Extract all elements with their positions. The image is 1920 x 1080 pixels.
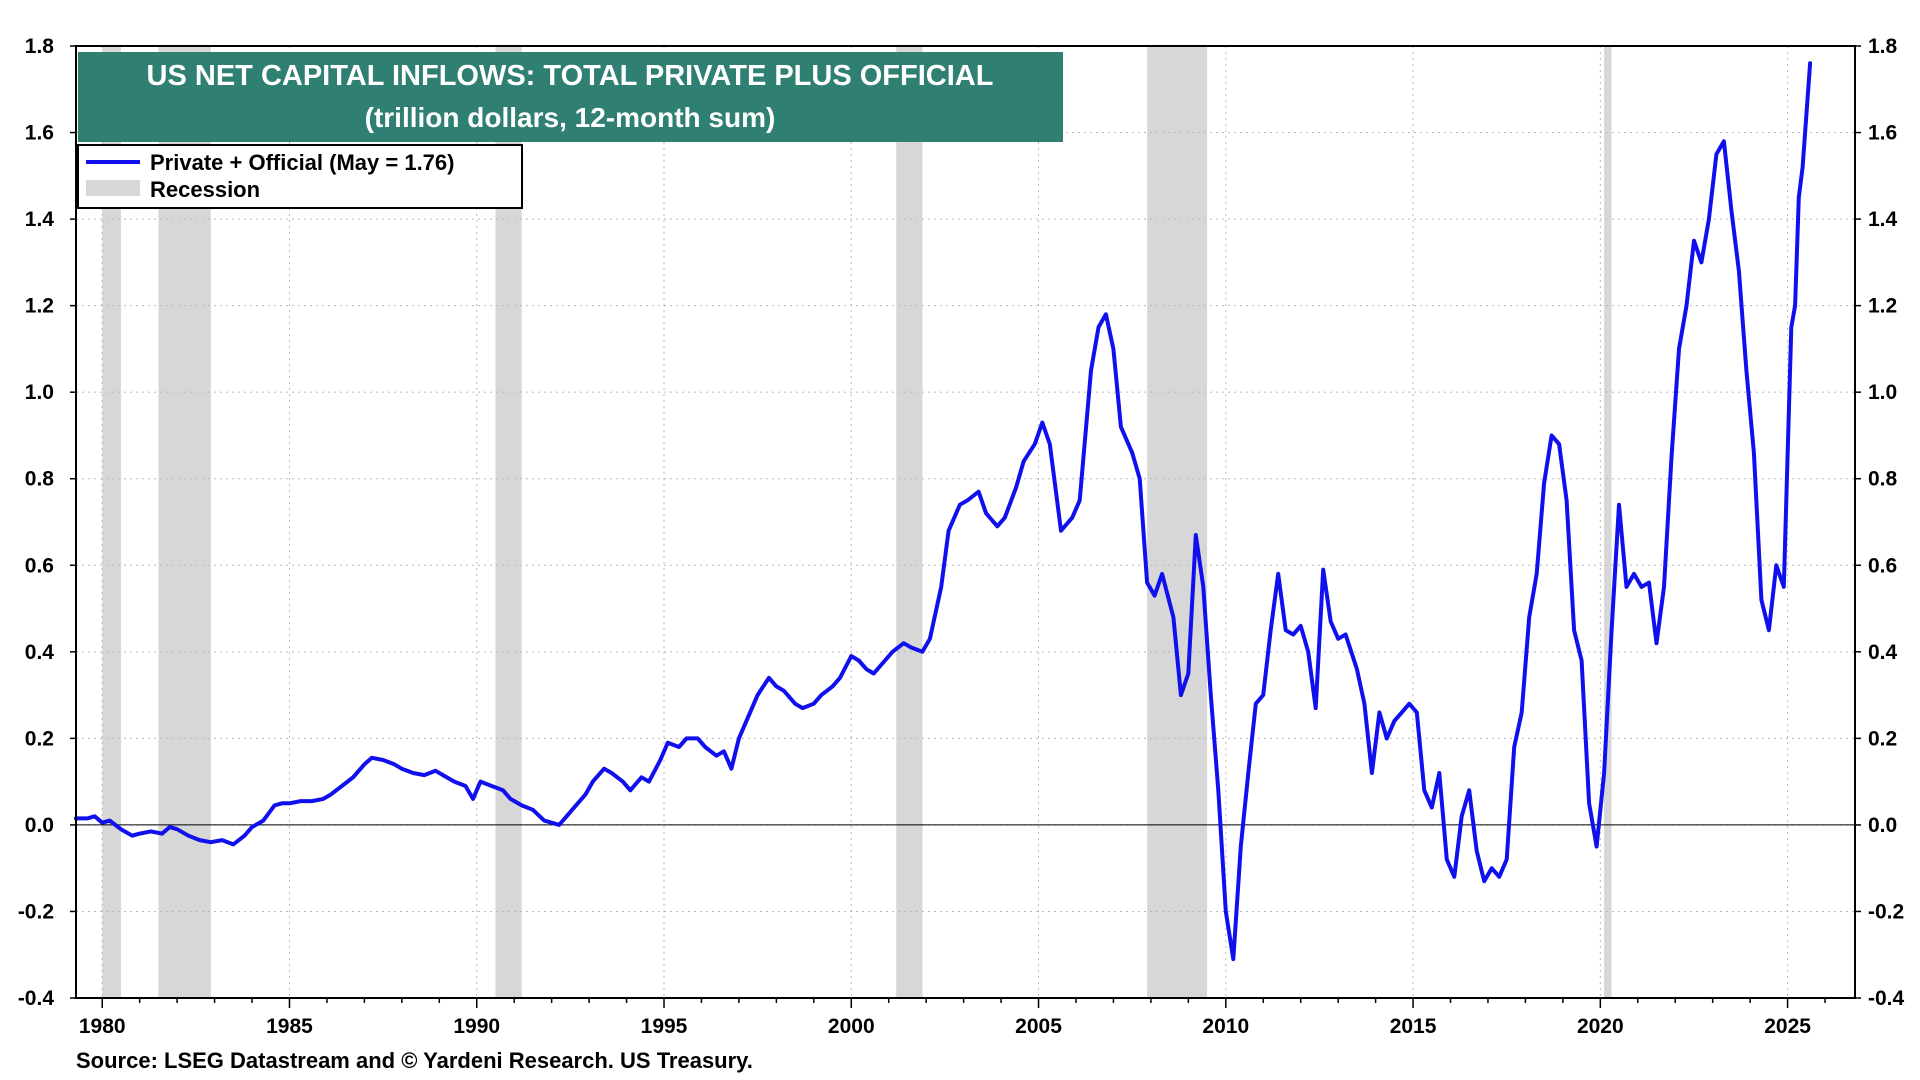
y-tick-label-right: 0.6 [1868, 554, 1897, 577]
y-tick-label-left: 0.8 [25, 468, 55, 491]
y-axis-right: 1.8 1.6 1.4 1.2 1.0 0.8 0.6 0.4 0.2 0.0 -0.2 -0.4 [1855, 35, 1905, 1010]
title-box [78, 52, 1063, 142]
y-tick-label-left: 1.4 [25, 208, 55, 231]
plot-frame [75, 45, 1856, 999]
y-tick-label-right: 0.4 [1868, 641, 1898, 664]
series-layer [74, 61, 1813, 962]
x-tick-label: 1995 [641, 1015, 688, 1038]
y-tick-label-right: 1.8 [1868, 35, 1898, 58]
recession-bands [102, 46, 1612, 998]
x-tick-label: 2015 [1390, 1015, 1437, 1038]
recession-band [1147, 46, 1208, 998]
x-tick-label: 2010 [1202, 1015, 1249, 1038]
x-tick-label: 1985 [266, 1015, 313, 1038]
y-tick-label-left: -0.4 [18, 987, 55, 1010]
chart-subtitle: (trillion dollars, 12-month sum) [365, 102, 776, 133]
y-tick-label-left: 0.6 [25, 554, 54, 577]
y-tick-label-left: 0.4 [25, 641, 55, 664]
title-block: US NET CAPITAL INFLOWS: TOTAL PRIVATE PL… [78, 52, 1063, 142]
y-tick-label-left: 0.0 [25, 814, 54, 837]
x-tick-label: 1980 [79, 1015, 126, 1038]
recession-band [1604, 46, 1612, 998]
legend: Private + Official (May = 1.76) Recessio… [77, 144, 523, 209]
y-tick-label-right: 0.0 [1868, 814, 1897, 837]
x-tick-label: 2005 [1015, 1015, 1062, 1038]
recession-band [896, 46, 923, 998]
y-tick-label-left: 1.2 [25, 295, 54, 318]
recession-band [102, 46, 121, 998]
y-tick-label-right: 1.0 [1868, 381, 1897, 404]
y-tick-label-left: -0.2 [18, 900, 54, 923]
y-tick-label-right: 0.2 [1868, 727, 1897, 750]
legend-box [77, 144, 523, 209]
series-line-private-official [74, 61, 1813, 962]
legend-series-label: Private + Official (May = 1.76) [150, 150, 454, 175]
y-tick-label-left: 1.6 [25, 122, 54, 145]
x-tick-label: 1990 [453, 1015, 500, 1038]
y-tick-label-left: 1.8 [25, 35, 55, 58]
y-tick-label-right: 0.8 [1868, 468, 1898, 491]
x-tick-label: 2025 [1764, 1015, 1811, 1038]
x-tick-label: 2020 [1577, 1015, 1624, 1038]
y-tick-label-right: -0.4 [1868, 987, 1905, 1010]
legend-recession-swatch [86, 180, 140, 196]
y-tick-label-left: 0.2 [25, 727, 54, 750]
x-tick-label: 2000 [828, 1015, 875, 1038]
source-note: Source: LSEG Datastream and © Yardeni Re… [76, 1048, 753, 1073]
legend-recession-label: Recession [150, 177, 260, 202]
y-tick-label-right: 1.6 [1868, 122, 1897, 145]
y-tick-label-right: -0.2 [1868, 900, 1904, 923]
y-tick-label-right: 1.2 [1868, 295, 1897, 318]
x-axis: 1980 1985 1990 1995 2000 2005 2010 2015 2020 2025 [79, 998, 1826, 1038]
y-axis-left: 1.8 1.6 1.4 1.2 1.0 0.8 0.6 0.4 0.2 0.0 -0.2 -0.4 [18, 35, 76, 1010]
y-tick-label-right: 1.4 [1868, 208, 1898, 231]
chart-title: US NET CAPITAL INFLOWS: TOTAL PRIVATE PL… [147, 60, 994, 92]
y-tick-label-left: 1.0 [25, 381, 54, 404]
